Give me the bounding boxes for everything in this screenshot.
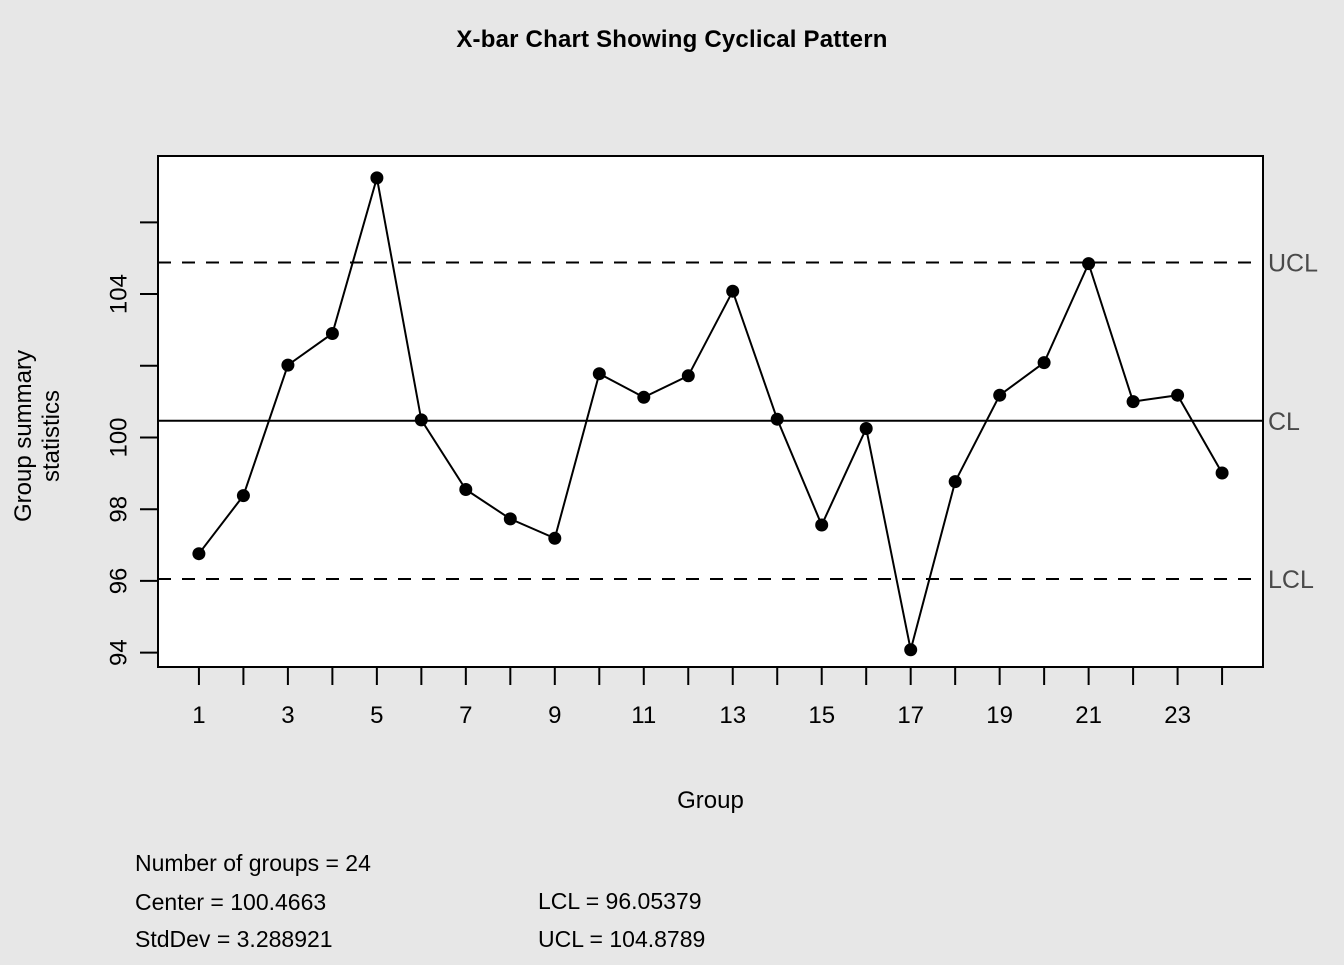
x-axis-tick-label: 1: [192, 702, 205, 729]
x-axis-tick-label: 23: [1164, 702, 1191, 729]
data-point: [414, 413, 428, 427]
y-axis-tick-label: 104: [105, 274, 132, 314]
data-point: [1037, 356, 1051, 370]
data-point: [192, 547, 206, 561]
data-point: [1171, 388, 1185, 402]
data-point: [236, 489, 250, 503]
data-point: [637, 390, 651, 404]
data-point: [1082, 257, 1096, 271]
x-axis-tick-label: 13: [719, 702, 746, 729]
stat-lcl: LCL = 96.05379: [538, 888, 702, 914]
stat-stddev: StdDev = 3.288921: [135, 926, 333, 952]
data-point: [592, 367, 606, 381]
cl-label: CL: [1268, 408, 1300, 436]
x-axis-tick-label: 15: [808, 702, 835, 729]
lcl-label: LCL: [1268, 566, 1314, 594]
x-axis-title: Group: [677, 787, 744, 814]
data-point: [281, 358, 295, 372]
data-point: [681, 369, 695, 383]
x-axis-tick-label: 9: [548, 702, 561, 729]
stat-ucl: UCL = 104.8789: [538, 926, 706, 952]
data-point: [548, 531, 562, 545]
data-point: [1126, 395, 1140, 409]
y-axis-tick-label: 96: [105, 568, 132, 595]
plot-panel-border: [157, 155, 1264, 668]
x-axis-tick-label: 5: [370, 702, 383, 729]
y-axis-tick-label: 98: [105, 496, 132, 523]
stat-number-of-groups: Number of groups = 24: [135, 850, 371, 876]
series-line: [198, 177, 1223, 651]
data-point: [459, 483, 473, 496]
data-point: [859, 422, 873, 435]
ucl-label: UCL: [1268, 250, 1318, 278]
x-axis-tick-label: 19: [986, 702, 1013, 729]
data-point: [370, 171, 384, 185]
y-axis-tick-label: 100: [105, 417, 132, 457]
data-point: [770, 412, 784, 426]
data-point: [726, 284, 740, 298]
data-point: [325, 327, 339, 340]
data-point: [815, 518, 829, 532]
x-axis-tick-label: 17: [897, 702, 924, 729]
data-point: [503, 512, 517, 526]
y-axis-tick-label: 94: [105, 639, 132, 666]
data-point: [904, 643, 918, 657]
data-point: [948, 475, 962, 489]
stat-center: Center = 100.4663: [135, 889, 327, 915]
x-axis-tick-label: 21: [1075, 702, 1102, 729]
data-point: [993, 388, 1007, 402]
x-axis-tick-label: 11: [631, 702, 656, 729]
x-axis-tick-label: 3: [281, 702, 294, 729]
data-point: [1215, 466, 1229, 480]
x-axis-tick-label: 7: [459, 702, 472, 729]
chart-title: X-bar Chart Showing Cyclical Pattern: [456, 26, 888, 53]
